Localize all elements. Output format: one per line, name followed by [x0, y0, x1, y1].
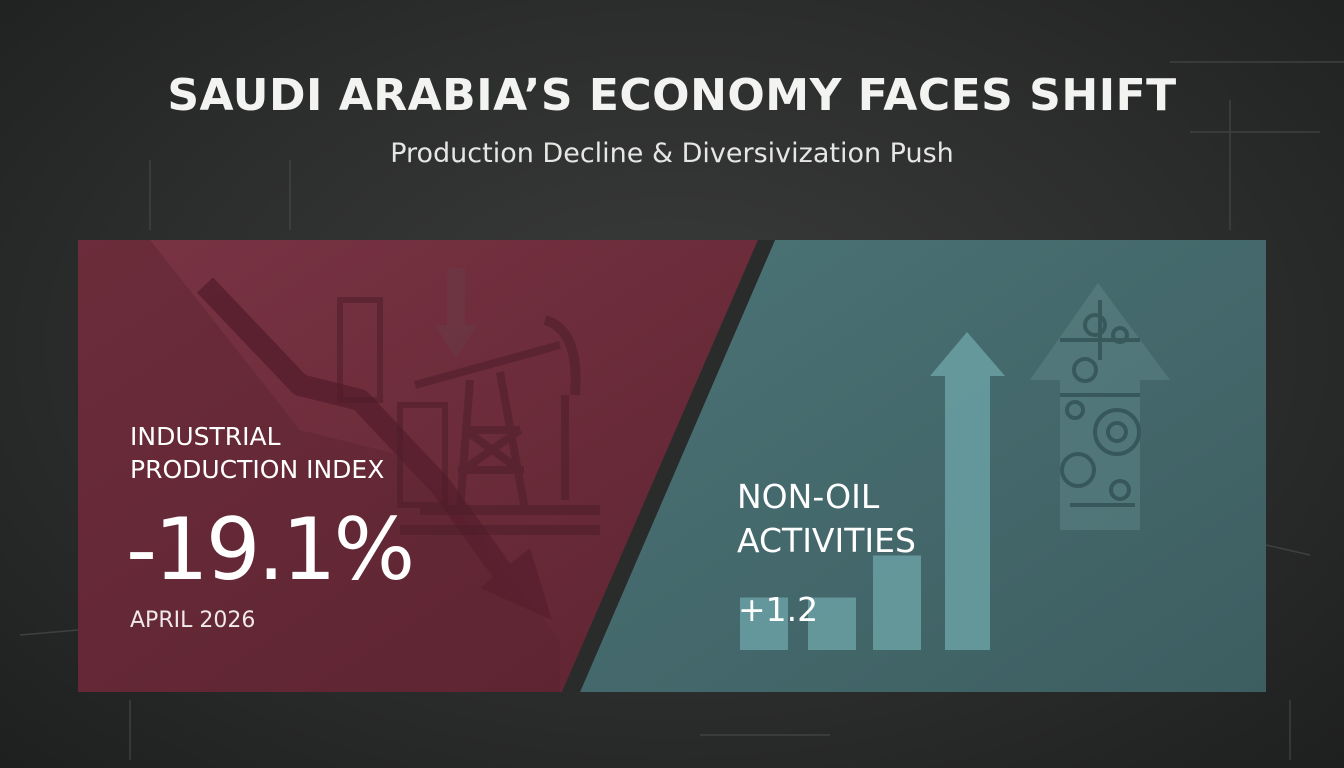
nonoil-bars — [740, 555, 921, 650]
nonoil-activities-label: NON-OIL ACTIVITIES — [737, 477, 916, 560]
nonoil-bar-3 — [873, 555, 921, 650]
background-lines — [19, 61, 1344, 760]
panel-divider — [562, 240, 775, 692]
nonoil-bar-2 — [808, 597, 856, 650]
industrial-production-value: -19.1% — [126, 500, 415, 600]
page-subtitle: Production Decline & Diversivization Pus… — [390, 138, 954, 169]
nonoil-activities-value: +1.2 — [738, 590, 819, 629]
industrial-production-date: APRIL 2026 — [130, 608, 256, 633]
oil-pumpjack-icon — [337, 297, 600, 535]
industrial-production-label: INDUSTRIAL PRODUCTION INDEX — [130, 422, 385, 484]
down-arrow-icon — [435, 268, 477, 358]
nonoil-bar-1 — [740, 597, 788, 650]
gear-circuit-arrow-icon — [1030, 283, 1170, 530]
up-arrow-icon — [930, 332, 1005, 650]
page-title: SAUDI ARABIA’S ECONOMY FACES SHIFT — [167, 70, 1177, 121]
